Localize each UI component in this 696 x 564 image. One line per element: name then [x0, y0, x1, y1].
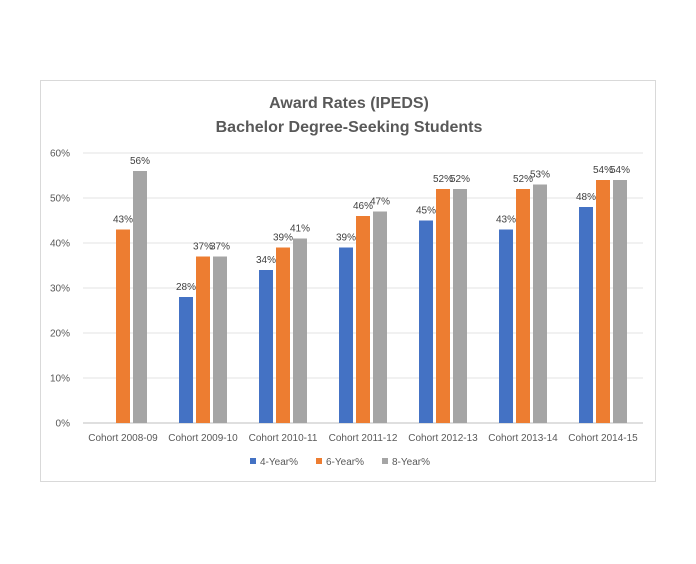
data-label: 48% [576, 192, 596, 203]
bar [356, 216, 370, 423]
legend-swatch [382, 458, 388, 464]
bar [516, 189, 530, 423]
bar [179, 297, 193, 423]
bar [533, 184, 547, 423]
x-tick-label: Cohort 2008-09 [88, 433, 158, 444]
bar [613, 180, 627, 423]
legend-swatch [250, 458, 256, 464]
chart-subtitle: Bachelor Degree-Seeking Students [216, 119, 483, 136]
data-label: 41% [290, 224, 310, 235]
data-label: 39% [273, 233, 293, 244]
legend-label: 4-Year% [260, 457, 298, 468]
bar [419, 220, 433, 423]
data-label: 54% [610, 165, 630, 176]
data-label: 34% [256, 255, 276, 266]
bar [293, 238, 307, 423]
y-tick-label: 50% [50, 194, 70, 205]
x-tick-label: Cohort 2014-15 [568, 433, 638, 444]
bar [133, 171, 147, 423]
data-label: 52% [433, 174, 453, 185]
bar [436, 189, 450, 423]
x-tick-label: Cohort 2012-13 [408, 433, 478, 444]
y-tick-label: 0% [56, 419, 71, 430]
data-label: 53% [530, 170, 550, 181]
data-labels: 43%56%28%37%37%34%39%41%39%46%47%45%52%5… [113, 156, 630, 293]
bar [596, 180, 610, 423]
data-label: 28% [176, 282, 196, 293]
data-label: 46% [353, 201, 373, 212]
data-label: 39% [336, 233, 356, 244]
bar-chart: Award Rates (IPEDS) Bachelor Degree-Seek… [50, 95, 643, 468]
data-label: 52% [513, 174, 533, 185]
x-tick-label: Cohort 2013-14 [488, 433, 558, 444]
bar [116, 229, 130, 423]
bar [373, 211, 387, 423]
data-label: 54% [593, 165, 613, 176]
bar [579, 207, 593, 423]
legend: 4-Year% 6-Year% 8-Year% [250, 457, 430, 468]
data-label: 43% [113, 215, 133, 226]
y-tick-label: 40% [50, 239, 70, 250]
x-axis-ticks: Cohort 2008-09 Cohort 2009-10 Cohort 2010-… [88, 433, 638, 444]
bar [276, 247, 290, 423]
y-tick-label: 60% [50, 149, 70, 160]
bar [196, 256, 210, 423]
data-label: 56% [130, 156, 150, 167]
y-tick-label: 10% [50, 374, 70, 385]
y-tick-label: 20% [50, 329, 70, 340]
legend-label: 6-Year% [326, 457, 364, 468]
bar [259, 270, 273, 423]
y-tick-label: 30% [50, 284, 70, 295]
bar [499, 229, 513, 423]
x-tick-label: Cohort 2009-10 [168, 433, 238, 444]
y-axis-ticks: 0% 10% 20% 30% 40% 50% 60% [50, 149, 70, 430]
legend-label: 8-Year% [392, 457, 430, 468]
bar [453, 189, 467, 423]
data-label: 47% [370, 197, 390, 208]
bars [116, 171, 627, 423]
x-tick-label: Cohort 2011-12 [329, 433, 398, 444]
data-label: 43% [496, 215, 516, 226]
chart-title: Award Rates (IPEDS) [269, 95, 429, 112]
bar [213, 256, 227, 423]
data-label: 37% [193, 242, 213, 253]
chart-frame: Award Rates (IPEDS) Bachelor Degree-Seek… [40, 80, 656, 482]
data-label: 45% [416, 206, 436, 217]
x-tick-label: Cohort 2010-11 [249, 433, 318, 444]
data-label: 37% [210, 242, 230, 253]
data-label: 52% [450, 174, 470, 185]
bar [339, 247, 353, 423]
legend-swatch [316, 458, 322, 464]
